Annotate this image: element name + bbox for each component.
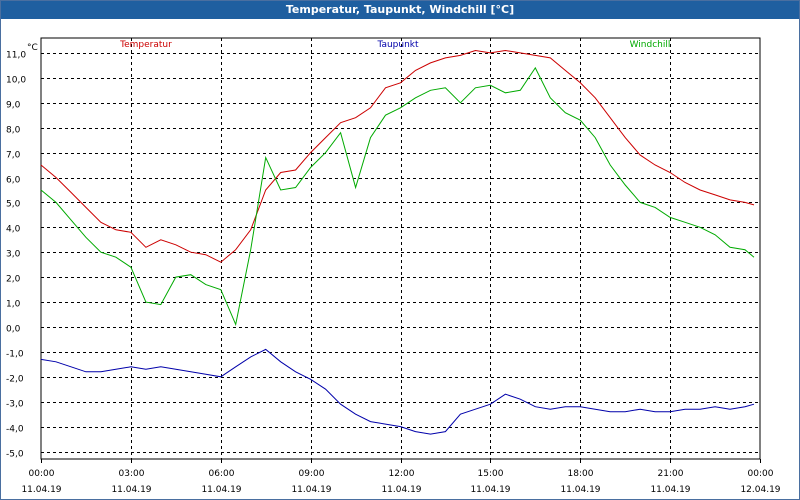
y-tick-label: 7,0 [6, 151, 21, 161]
y-tick-label: 11,0 [6, 51, 26, 61]
x-tick-date-label: 12.04.19 [740, 485, 780, 495]
window-title: Temperatur, Taupunkt, Windchill [°C] [1, 1, 799, 19]
x-tick-date-label: 11.04.19 [560, 485, 600, 495]
y-tick-label: 0,0 [6, 325, 21, 335]
legend-temperatur: Temperatur [119, 40, 172, 50]
x-tick-date-label: 11.04.19 [201, 485, 241, 495]
y-tick-label: 6,0 [6, 176, 21, 186]
x-tick-date-label: 11.04.19 [21, 485, 61, 495]
series-line-taupunkt [40, 348, 755, 435]
x-tick-time-label: 06:00 [209, 469, 235, 479]
y-tick-label: -1,0 [6, 350, 24, 360]
x-tick-time-label: 15:00 [478, 469, 504, 479]
y-tick-label: 9,0 [6, 101, 21, 111]
legend-taupunkt: Taupunkt [376, 40, 419, 50]
x-tick-time-label: 03:00 [119, 469, 145, 479]
x-tick-time-label: 00:00 [748, 469, 774, 479]
line-chart: 11,0 10,0 9,0 8,0 7,0 6,0 5,0 4,0 3,0 2,0 1,0 0,0 -1… [6, 37, 781, 495]
x-tick-time-label: 09:00 [299, 469, 325, 479]
y-tick-label: 1,0 [6, 300, 21, 310]
x-tick-time-label: 18:00 [568, 469, 594, 479]
y-tick-label: 4,0 [6, 225, 21, 235]
x-tick-date-label: 11.04.19 [111, 485, 151, 495]
y-unit-label: °C [27, 43, 38, 53]
y-tick-label: -4,0 [6, 425, 24, 435]
series-line-windchill [40, 66, 755, 327]
y-tick-label: 5,0 [6, 200, 21, 210]
y-tick-label: -3,0 [6, 400, 24, 410]
y-tick-label: 10,0 [6, 76, 26, 86]
x-tick-time-label: 21:00 [658, 469, 684, 479]
x-tick-date-label: 11.04.19 [470, 485, 510, 495]
x-tick-time-label: 00:00 [29, 469, 55, 479]
x-tick-date-label: 11.04.19 [381, 485, 421, 495]
y-tick-label: 8,0 [6, 126, 21, 136]
plot-area [40, 37, 761, 460]
y-tick-label: -2,0 [6, 375, 24, 385]
x-tick-date-label: 11.04.19 [650, 485, 690, 495]
x-tick-date-label: 11.04.19 [291, 485, 331, 495]
series-line-temperatur [40, 49, 755, 263]
y-tick-label: 3,0 [6, 250, 21, 260]
y-tick-label: -5,0 [6, 450, 24, 460]
legend-windchill: Windchill [630, 40, 671, 50]
x-tick-time-label: 12:00 [389, 469, 415, 479]
y-tick-label: 2,0 [6, 275, 21, 285]
